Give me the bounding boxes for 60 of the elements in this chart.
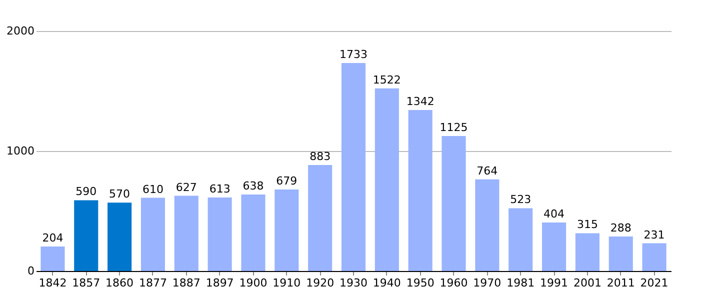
x-tick-label: 1910 — [272, 276, 301, 290]
x-tick-label: 1900 — [239, 276, 268, 290]
data-label: 679 — [276, 174, 298, 188]
bar — [208, 197, 232, 271]
x-tick-label: 1940 — [372, 276, 401, 290]
bar — [642, 243, 666, 271]
bar — [241, 194, 266, 271]
bar — [108, 202, 132, 271]
data-label: 764 — [476, 164, 498, 178]
bar — [374, 88, 399, 271]
data-label: 627 — [176, 180, 197, 194]
x-tick-label: 2021 — [640, 276, 668, 290]
x-tick-label: 1981 — [506, 276, 535, 290]
bar — [274, 190, 299, 271]
x-tick-label: 1991 — [540, 276, 568, 290]
x-tick-label: 1877 — [138, 276, 167, 290]
bar — [174, 196, 198, 271]
y-tick-label: 1000 — [6, 144, 34, 158]
data-label: 1125 — [440, 121, 468, 134]
data-label: 570 — [109, 188, 130, 201]
x-tick-label: 2011 — [606, 276, 635, 290]
x-tick-label: 1950 — [406, 276, 434, 290]
bar — [575, 233, 600, 271]
bar — [442, 136, 466, 271]
data-label: 1733 — [340, 48, 368, 62]
bar — [341, 63, 366, 271]
data-label: 610 — [142, 182, 164, 196]
bar — [140, 198, 166, 271]
bar — [608, 236, 633, 271]
bar — [74, 200, 98, 271]
data-label: 638 — [242, 179, 264, 192]
bar — [40, 246, 65, 271]
y-tick-label: 0 — [28, 264, 34, 278]
x-tick-label: 1897 — [206, 276, 234, 290]
y-tick-label: 2000 — [6, 24, 34, 38]
x-tick-label: 1860 — [106, 276, 134, 290]
bar — [308, 165, 332, 271]
x-tick-label: 1842 — [38, 276, 67, 290]
x-tick-label: 1930 — [340, 276, 368, 290]
data-label: 1522 — [372, 73, 401, 86]
x-tick-label: 1970 — [473, 276, 502, 290]
data-label: 315 — [576, 218, 598, 232]
x-tick-label: 1887 — [172, 276, 200, 290]
data-label: 204 — [42, 232, 64, 245]
data-label: 523 — [510, 193, 532, 206]
x-tick-label: 1960 — [440, 276, 468, 290]
data-label: 404 — [544, 208, 565, 221]
x-tick-label: 2001 — [573, 276, 602, 290]
bar — [508, 208, 533, 271]
data-label: 1342 — [406, 94, 434, 108]
data-label: 288 — [610, 221, 632, 234]
data-label: 613 — [209, 182, 230, 196]
bar — [475, 179, 500, 271]
bar — [408, 110, 432, 271]
data-label: 231 — [644, 228, 665, 242]
x-tick-label: 1857 — [72, 276, 100, 290]
x-tick-label: 1920 — [306, 276, 334, 290]
data-label: 883 — [310, 150, 331, 164]
data-label: 590 — [76, 185, 97, 198]
bar — [542, 222, 566, 271]
